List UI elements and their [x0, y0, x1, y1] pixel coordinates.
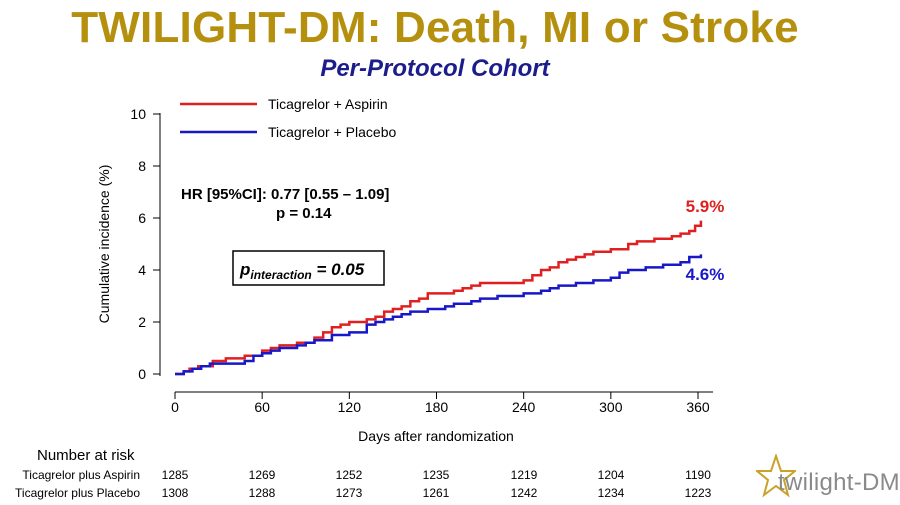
- legend-label-placebo: Ticagrelor + Placebo: [268, 124, 396, 140]
- risk-cell: 1235: [422, 468, 450, 482]
- risk-row-aspirin: Ticagrelor plus Aspirin 1285 1269 1252 1…: [0, 467, 760, 483]
- slide-title: TWILIGHT-DM: Death, MI or Stroke: [71, 3, 799, 52]
- risk-cell: 1219: [510, 468, 538, 482]
- risk-cell: 1308: [161, 486, 189, 500]
- risk-cell: 1190: [685, 468, 711, 482]
- y-tick-label: 4: [138, 262, 146, 278]
- x-tick-label: 240: [512, 399, 536, 415]
- y-tick-label: 10: [130, 106, 146, 122]
- chart-ticks: 0 60 120 180 240 300 360 0 2 4 6 8 10: [130, 106, 709, 415]
- x-tick-label: 120: [338, 399, 362, 415]
- end-label-aspirin: 5.9%: [686, 197, 725, 216]
- risk-table-heading: Number at risk: [37, 447, 135, 464]
- risk-table: Number at risk Ticagrelor plus Aspirin 1…: [0, 447, 760, 505]
- p-interaction-border: [232, 250, 385, 286]
- series-layer: [175, 220, 703, 376]
- chart-legend: Ticagrelor + Aspirin Ticagrelor + Placeb…: [180, 96, 396, 140]
- risk-cell: 1204: [597, 468, 625, 482]
- x-tick-label: 300: [599, 399, 623, 415]
- chart-axes: [159, 113, 713, 393]
- risk-row-placebo: Ticagrelor plus Placebo 1308 1288 1273 1…: [0, 485, 760, 501]
- y-tick-label: 8: [138, 158, 146, 174]
- x-tick-label: 0: [171, 399, 179, 415]
- risk-cell: 1223: [684, 486, 712, 500]
- risk-cell: 1242: [510, 486, 538, 500]
- risk-cell: 1285: [161, 468, 189, 482]
- x-tick-label: 60: [254, 399, 270, 415]
- p-interaction-box: pinteraction = 0.05: [232, 250, 385, 286]
- p-interaction-value: = 0.05: [312, 260, 365, 279]
- p-interaction-subscript: interaction: [250, 268, 311, 282]
- risk-cell: 1234: [597, 486, 625, 500]
- end-label-placebo: 4.6%: [686, 265, 725, 284]
- legend-label-aspirin: Ticagrelor + Aspirin: [268, 96, 388, 112]
- risk-cell: 1252: [335, 468, 363, 482]
- risk-cell: 1288: [248, 486, 276, 500]
- p-interaction-p: p: [239, 260, 250, 279]
- risk-cell: 1273: [335, 486, 363, 500]
- y-axis-label: Cumulative incidence (%): [96, 165, 112, 324]
- y-tick-label: 2: [138, 314, 146, 330]
- hr-annotation: HR [95%CI]: 0.77 [0.55 – 1.09]: [181, 186, 389, 203]
- x-axis-label: Days after randomization: [358, 428, 514, 444]
- series-line-aspirin: [175, 220, 703, 376]
- risk-row-label: Ticagrelor plus Placebo: [15, 486, 140, 500]
- star-icon: [756, 454, 796, 498]
- y-tick-label: 0: [138, 366, 146, 382]
- x-tick-label: 180: [425, 399, 449, 415]
- risk-row-label: Ticagrelor plus Aspirin: [22, 468, 140, 482]
- series-line-placebo: [175, 254, 703, 376]
- svg-text:pinteraction = 0.05: pinteraction = 0.05: [239, 260, 365, 282]
- risk-cell: 1269: [248, 468, 276, 482]
- risk-cell: 1261: [422, 486, 450, 500]
- p-value-annotation: p = 0.14: [276, 205, 332, 222]
- y-tick-label: 6: [138, 210, 146, 226]
- logo-text: twilight-DM: [778, 469, 900, 496]
- slide-subtitle: Per-Protocol Cohort: [320, 55, 550, 82]
- km-chart: 0 60 120 180 240 300 360 0 2 4 6 8 10 Days after ran…: [96, 96, 725, 444]
- x-tick-label: 360: [686, 399, 710, 415]
- twilight-dm-logo: twilight-DM: [752, 452, 900, 502]
